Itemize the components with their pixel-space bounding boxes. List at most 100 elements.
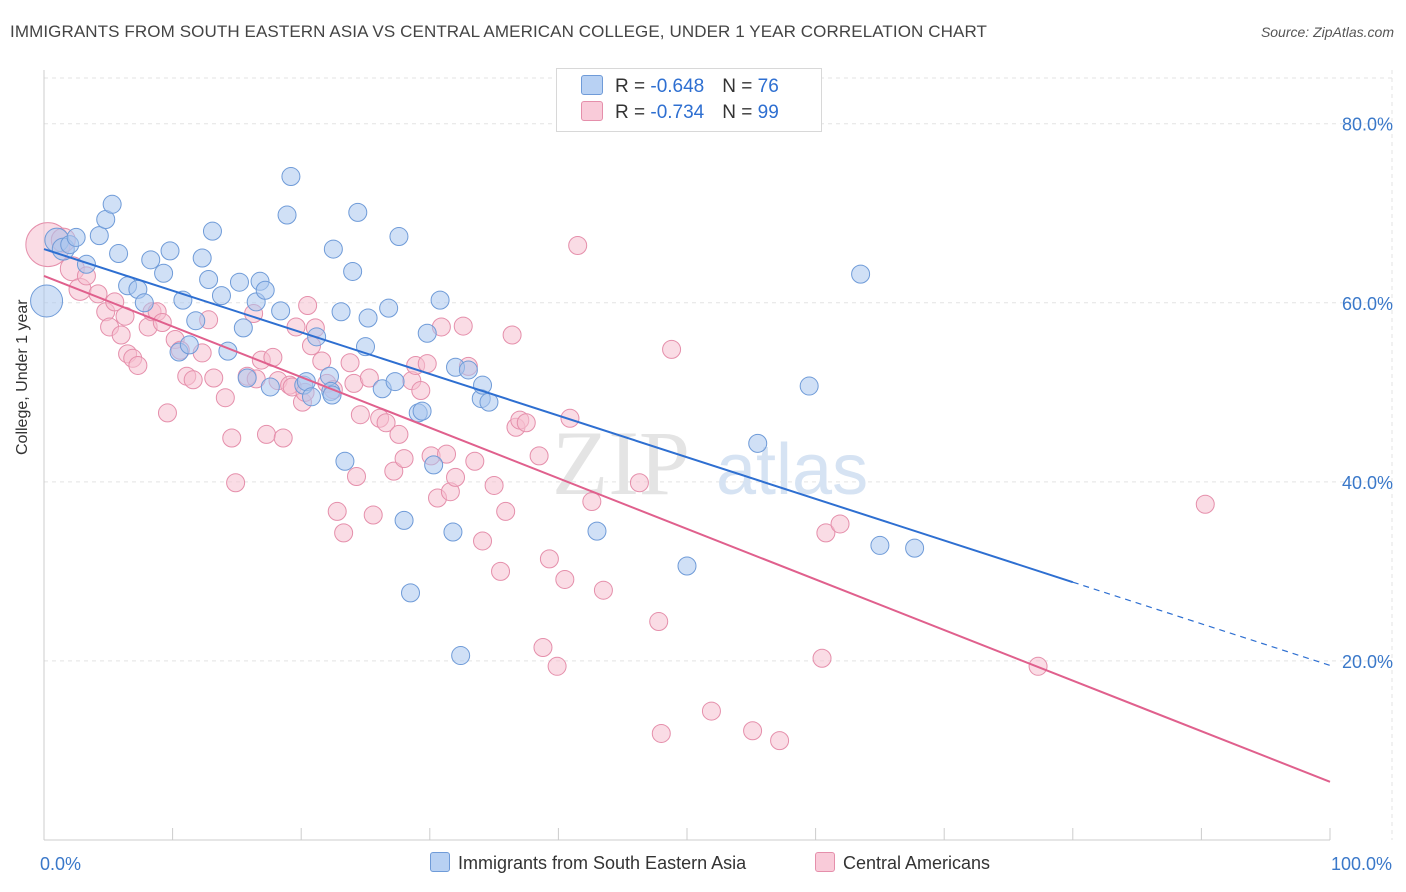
data-point-blue — [394, 510, 414, 530]
trend-line-pink — [43, 274, 1331, 783]
data-point-pink — [215, 388, 235, 408]
data-point-pink — [1195, 494, 1215, 514]
data-point-blue — [443, 522, 463, 542]
data-point-pink — [204, 368, 224, 388]
data-point-blue — [748, 433, 768, 453]
data-point-blue — [851, 264, 871, 284]
data-point-pink — [555, 569, 575, 589]
x-tick-label: 0.0% — [40, 854, 81, 874]
watermark: ZIP atlas — [552, 412, 868, 514]
data-point-blue — [412, 401, 432, 421]
data-point-blue — [154, 263, 174, 283]
data-point-pink — [273, 428, 293, 448]
data-point-pink — [649, 612, 669, 632]
data-point-pink — [298, 295, 318, 315]
bottom-legend-blue: Immigrants from South Eastern Asia — [430, 852, 746, 874]
data-point-blue — [905, 538, 925, 558]
data-point-pink — [812, 648, 832, 668]
chart-title: IMMIGRANTS FROM SOUTH EASTERN ASIA VS CE… — [10, 22, 987, 41]
data-point-blue — [424, 455, 444, 475]
data-point-pink — [830, 514, 850, 534]
legend-r-label: R = — [615, 76, 651, 97]
bottom-legend-pink-label: Central Americans — [843, 853, 991, 873]
data-point-pink — [484, 475, 504, 495]
data-point-pink — [816, 523, 836, 543]
data-point-pink — [593, 580, 613, 600]
data-point-blue — [76, 254, 96, 274]
data-point-blue — [417, 323, 437, 343]
chart-source: Source: ZipAtlas.com — [1260, 24, 1394, 40]
data-point-pink — [582, 492, 602, 512]
data-point-blue — [141, 250, 161, 270]
data-point-pink — [516, 413, 536, 433]
data-point-blue — [799, 376, 819, 396]
data-point-blue — [271, 301, 291, 321]
data-point-blue — [186, 311, 206, 331]
trend-line-blue — [43, 248, 1074, 584]
data-point-pink — [465, 451, 485, 471]
legend-n-label: N = — [722, 76, 758, 97]
data-point-pink — [256, 424, 276, 444]
data-point-pink — [629, 473, 649, 493]
data-point-pink — [346, 466, 366, 486]
data-point-pink — [651, 723, 671, 743]
data-point-pink — [334, 523, 354, 543]
data-point-blue — [358, 308, 378, 328]
data-point-pink — [389, 424, 409, 444]
data-point-pink — [363, 505, 383, 525]
data-point-blue — [385, 372, 405, 392]
data-point-blue — [89, 226, 109, 246]
data-point-pink — [222, 428, 242, 448]
data-point-blue — [255, 280, 275, 300]
data-point-pink — [446, 467, 466, 487]
legend-r-value: -0.648 — [650, 76, 705, 97]
data-point-blue — [451, 646, 471, 666]
data-point-pink — [157, 403, 177, 423]
data-point-pink — [491, 561, 511, 581]
data-point-blue — [233, 318, 253, 338]
legend-n-label: N = — [722, 102, 758, 123]
data-point-blue — [389, 227, 409, 247]
data-point-pink — [376, 413, 396, 433]
bottom-legend-swatch-pink — [815, 852, 835, 872]
data-point-pink — [547, 656, 567, 676]
correlation-legend: R = -0.648 N = 76 R = -0.734 N = 99 — [556, 68, 822, 132]
legend-r-label: R = — [615, 102, 651, 123]
tick-labels: 80.0% 60.0% 40.0% 20.0% 0.0% 100.0% — [40, 115, 1393, 874]
data-point-blue — [348, 202, 368, 222]
data-point-blue — [260, 377, 280, 397]
data-point-pink — [384, 461, 404, 481]
data-point-pink — [743, 721, 763, 741]
legend-swatch-pink — [581, 101, 603, 121]
data-point-pink — [770, 731, 790, 751]
data-point-blue — [199, 270, 219, 290]
data-point-pink — [568, 235, 588, 255]
legend-row-blue: R = -0.648 N = 76 — [581, 75, 779, 101]
data-point-pink — [496, 501, 516, 521]
bottom-legend-pink: Central Americans — [815, 852, 990, 874]
data-point-pink — [394, 449, 414, 469]
data-point-blue — [211, 286, 231, 306]
data-point-pink — [533, 638, 553, 657]
series-south-eastern-asia — [30, 167, 925, 666]
legend-r-value: -0.734 — [650, 102, 705, 123]
legend-swatch-blue — [581, 75, 603, 95]
data-point-blue — [281, 167, 301, 187]
data-point-blue — [301, 387, 321, 407]
data-point-pink — [539, 549, 559, 569]
legend-row-pink: R = -0.734 N = 99 — [581, 101, 779, 127]
data-point-blue — [202, 221, 222, 241]
data-point-pink — [453, 316, 473, 336]
data-point-blue — [160, 241, 180, 261]
data-point-blue — [134, 293, 154, 313]
data-point-blue — [229, 272, 249, 292]
y-tick-label: 80.0% — [1342, 115, 1393, 135]
data-point-pink — [473, 531, 493, 551]
data-point-blue — [192, 248, 212, 268]
trend-line-extension-blue — [1072, 581, 1331, 666]
y-tick-label: 40.0% — [1342, 473, 1393, 493]
data-point-pink — [312, 351, 332, 371]
y-tick-label: 20.0% — [1342, 652, 1393, 672]
data-point-blue — [430, 290, 450, 310]
data-point-pink — [128, 355, 148, 375]
